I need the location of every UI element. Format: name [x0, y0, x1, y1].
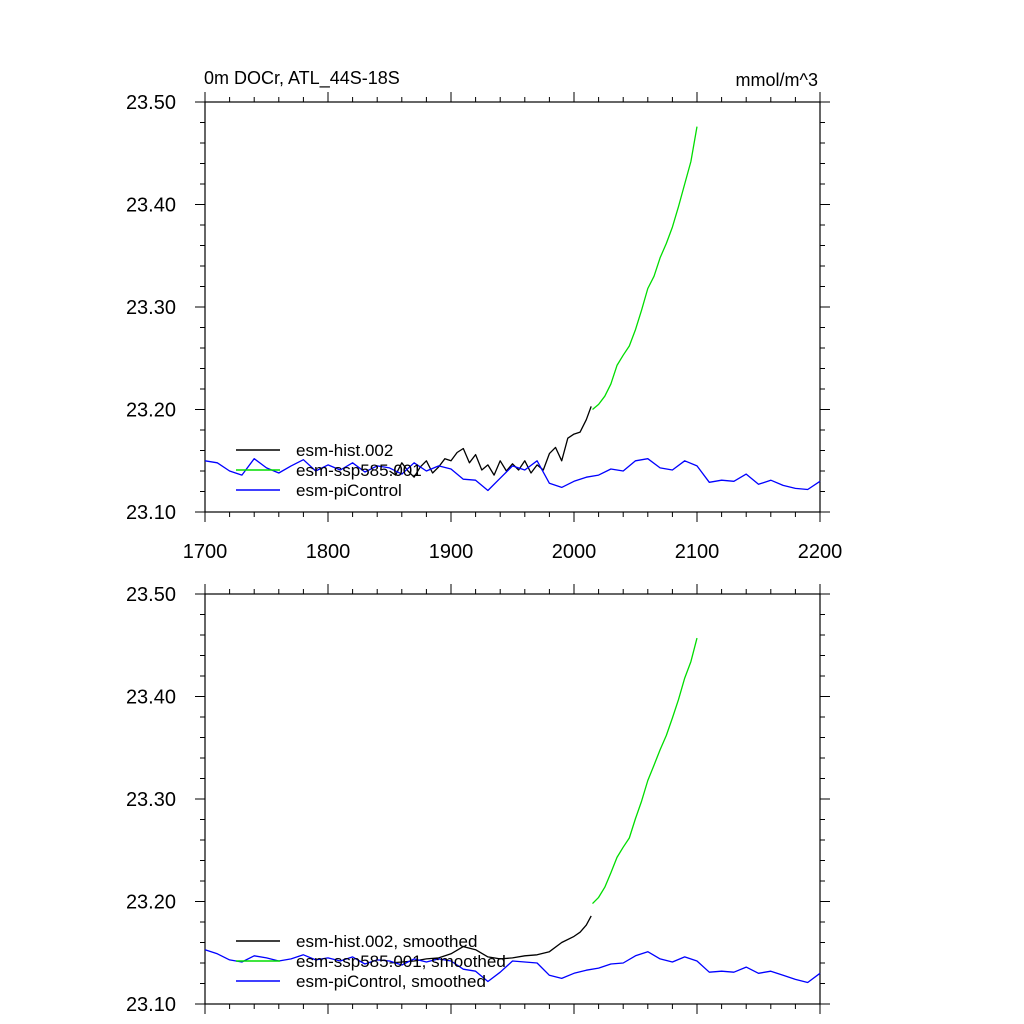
x-tick-label: 2200	[798, 541, 843, 563]
y-tick-label: 23.10	[126, 502, 176, 524]
legend-label: esm-piControl	[296, 481, 402, 500]
chart-title: 0m DOCr, ATL_44S-18S	[204, 68, 400, 89]
y-tick-label: 23.20	[126, 892, 176, 914]
y-tick-label: 23.50	[126, 92, 176, 114]
top-panel: 23.10 23.20 23.30 23.40 23.50 1700 1800 1900 200…	[126, 92, 842, 563]
x-tick-label: 2100	[675, 541, 720, 563]
series-line-2	[204, 458, 821, 492]
x-tick-label: 1700	[183, 541, 228, 563]
legend-label: esm-ssp585.001, smoothed	[296, 952, 506, 971]
series-line-1	[592, 637, 698, 905]
y-tick-label: 23.40	[126, 687, 176, 709]
y-tick-label: 23.30	[126, 789, 176, 811]
legend-label: esm-hist.002	[296, 441, 393, 460]
y-tick-label: 23.40	[126, 195, 176, 217]
y-tick-label: 23.10	[126, 994, 176, 1016]
legend-label: esm-piControl, smoothed	[296, 972, 486, 991]
series-line-2	[204, 949, 821, 984]
x-tick-label: 1900	[429, 541, 474, 563]
series-line-1	[592, 126, 698, 410]
x-tick-label: 2000	[552, 541, 597, 563]
legend-label: esm-hist.002, smoothed	[296, 932, 477, 951]
y-tick-label: 23.20	[126, 400, 176, 422]
y-tick-label: 23.50	[126, 584, 176, 606]
series-line-0	[389, 406, 592, 478]
x-tick-label: 1800	[306, 541, 351, 563]
series-line-0	[389, 915, 592, 964]
legend-label: esm-ssp585.001	[296, 461, 422, 480]
y-tick-label: 23.30	[126, 297, 176, 319]
units-label: mmol/m^3	[736, 70, 818, 90]
bottom-panel: 23.10 23.20 23.30 23.40 23.50 esm-hist.002, s…	[126, 584, 830, 1016]
